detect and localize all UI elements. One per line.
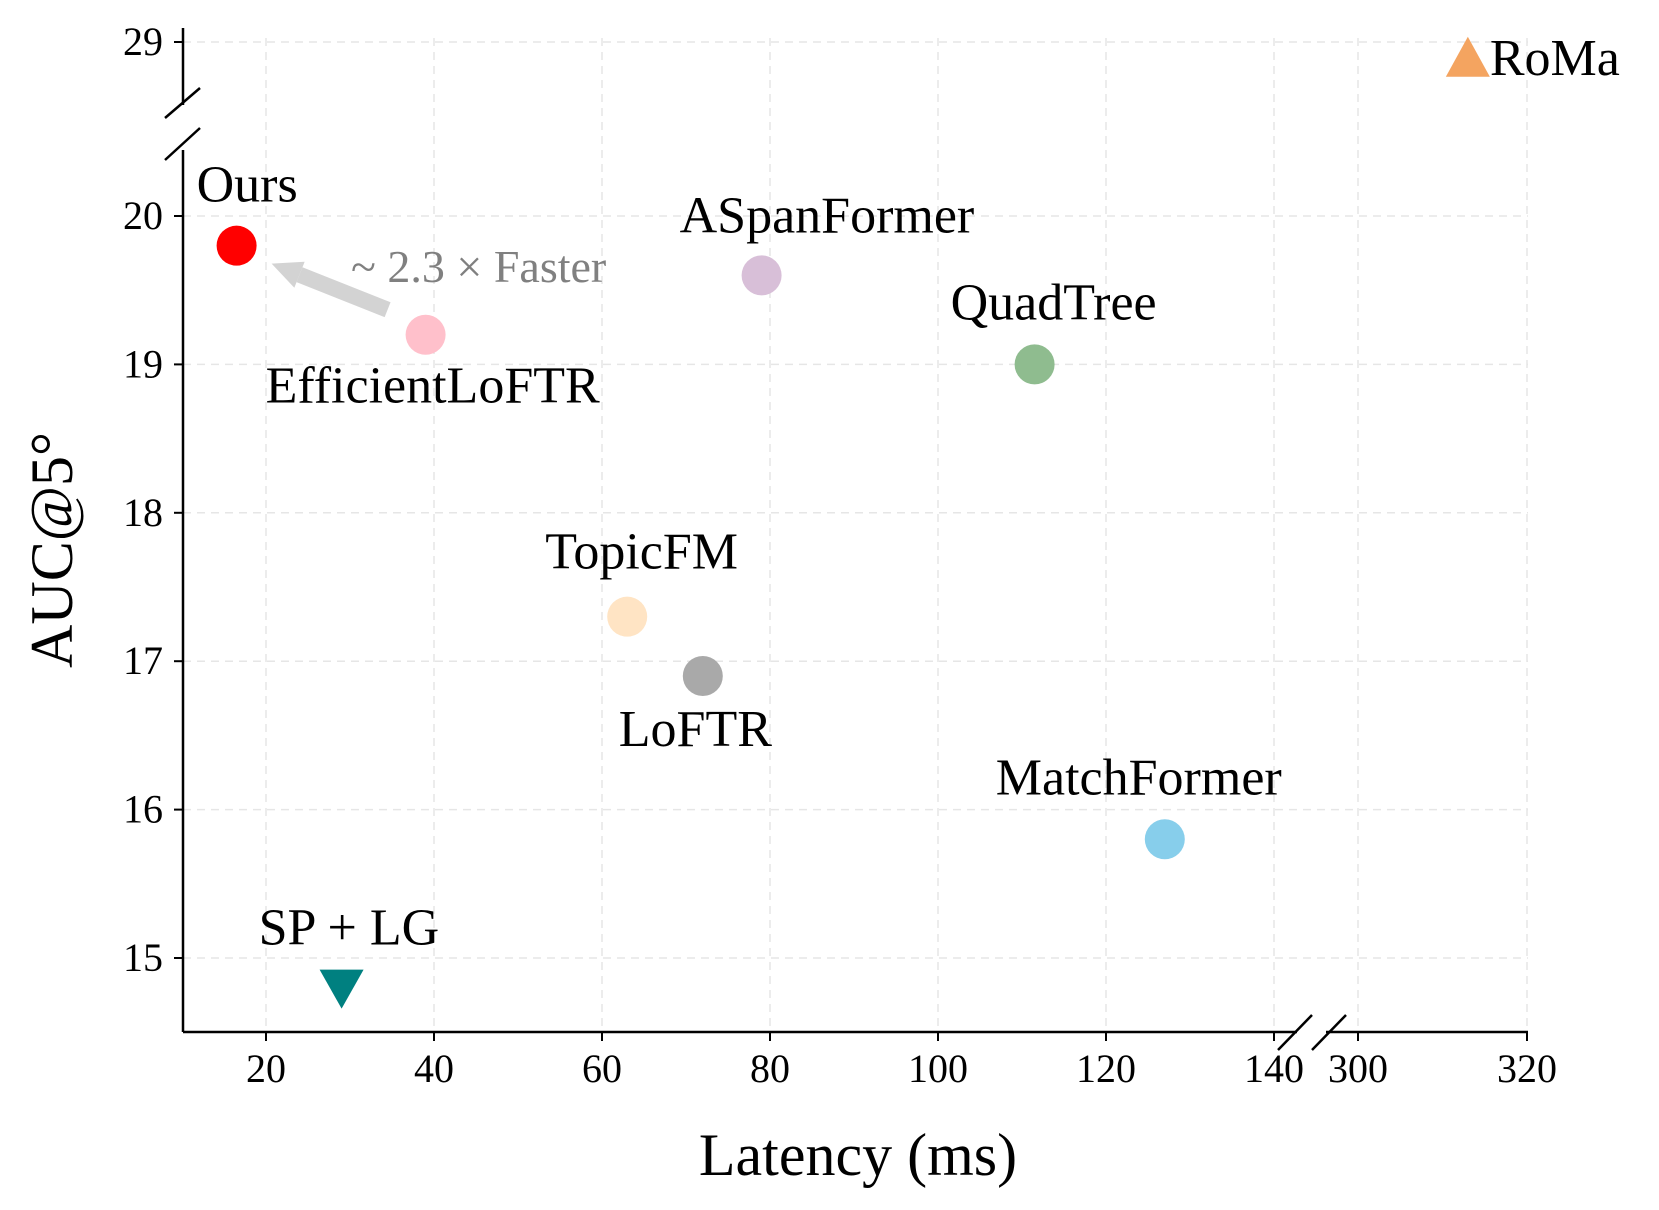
x-tick-label: 40	[414, 1046, 454, 1091]
point-label: EfficientLoFTR	[266, 358, 600, 415]
annotation-arrow-head	[271, 261, 305, 288]
points-group	[216, 36, 1490, 1009]
x-break-mark	[1277, 1014, 1313, 1051]
x-tick-label: 140	[1244, 1046, 1304, 1091]
x-tick-label: 20	[246, 1046, 286, 1091]
point-marker	[1445, 36, 1490, 77]
point-label: MatchFormer	[996, 749, 1282, 806]
point-label: SP + LG	[259, 900, 440, 957]
annotation-arrow-shaft	[296, 267, 391, 318]
point-marker	[216, 225, 257, 266]
y-break-mark	[164, 127, 201, 161]
x-tick-label: 300	[1328, 1046, 1388, 1091]
point-label: ASpanFormer	[680, 187, 975, 244]
y-break-mark	[164, 87, 201, 119]
x-tick-label: 120	[1076, 1046, 1136, 1091]
tick-group: 20 40 60 80 100 120 140 300 320 15 16 17 18 19 20 29	[123, 19, 1557, 1091]
point-label: QuadTree	[951, 274, 1157, 331]
point-label: RoMa	[1490, 30, 1620, 87]
point-label: TopicFM	[545, 524, 738, 581]
x-break-mark	[1311, 1014, 1347, 1051]
y-tick-label: 15	[123, 935, 163, 980]
x-tick-label: 320	[1497, 1046, 1557, 1091]
x-axis-title: Latency (ms)	[699, 1122, 1017, 1188]
point-marker	[1144, 819, 1185, 860]
point-marker	[319, 969, 364, 1009]
annotation-text: ~ 2.3 × Faster	[351, 241, 606, 292]
point-marker	[405, 314, 446, 355]
y-axis-title: AUC@5°	[19, 432, 85, 668]
point-marker	[741, 255, 782, 296]
axes	[164, 28, 1528, 1051]
x-tick-label: 100	[908, 1046, 968, 1091]
y-tick-label: 17	[123, 638, 163, 683]
point-marker	[682, 656, 723, 697]
x-tick-label: 80	[750, 1046, 790, 1091]
y-tick-label: 20	[123, 193, 163, 238]
y-tick-label: 16	[123, 787, 163, 832]
point-marker	[1014, 344, 1055, 385]
point-marker	[607, 596, 648, 637]
y-tick-label: 29	[123, 19, 163, 64]
y-tick-label: 19	[123, 341, 163, 386]
y-tick-label: 18	[123, 490, 163, 535]
x-tick-label: 60	[582, 1046, 622, 1091]
grid-lines	[183, 38, 1528, 1032]
point-label: Ours	[197, 157, 298, 214]
annotation-group: ~ 2.3 × Faster	[271, 241, 606, 318]
point-labels-group: Ours EfficientLoFTR ASpanFormer QuadTree Top…	[197, 30, 1620, 957]
point-label: LoFTR	[619, 701, 772, 758]
